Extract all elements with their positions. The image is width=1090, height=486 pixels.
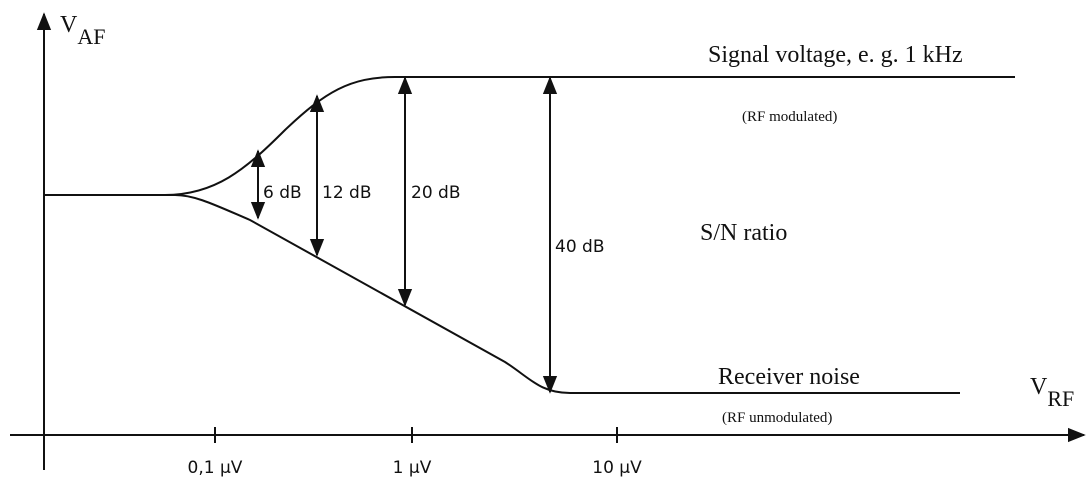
curve-note: (RF unmodulated) (722, 410, 832, 426)
level-label: 40 dB (555, 237, 605, 257)
x-tick-label: 0,1 µV (188, 458, 243, 478)
level-label: 12 dB (322, 183, 372, 203)
signal-curve (44, 76, 1015, 196)
curve-label: Signal voltage, e. g. 1 kHz (708, 42, 963, 68)
region-label: S/N ratio (700, 220, 787, 246)
level-label: 20 dB (411, 183, 461, 203)
x-tick-label: 10 µV (592, 458, 642, 478)
y-axis-label: VAF (60, 12, 105, 49)
curve-note: (RF modulated) (742, 109, 837, 125)
curve-label: Receiver noise (718, 364, 860, 390)
x-tick-label: 1 µV (393, 458, 432, 478)
x-axis-label: VRF (1030, 374, 1074, 411)
level-label: 6 dB (263, 183, 302, 203)
